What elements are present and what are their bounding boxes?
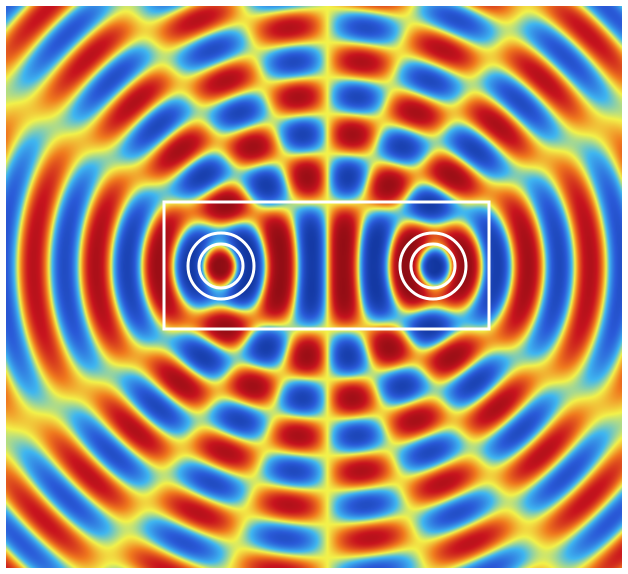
overlay-geometry (162, 200, 491, 331)
interference-field-heatmap (6, 6, 622, 568)
left-source-outer-ring (186, 231, 256, 301)
left-source-inner-ring (197, 242, 245, 290)
right-source-outer-ring (398, 231, 468, 301)
right-source-inner-ring (409, 242, 457, 290)
enclosure-rectangle (162, 200, 491, 331)
